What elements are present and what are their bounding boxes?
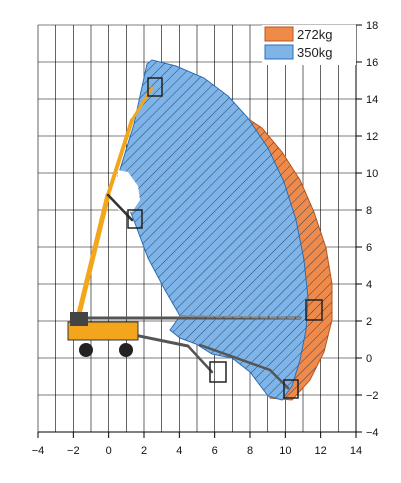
basket-horizontal bbox=[305, 299, 323, 321]
y-tick-label: 6 bbox=[366, 242, 372, 254]
envelope-350kg-hatch bbox=[118, 60, 308, 400]
y-tick-label: 0 bbox=[366, 353, 372, 365]
boom-lower-segment bbox=[75, 192, 111, 321]
legend-swatch-350kg bbox=[264, 44, 294, 60]
y-tick-label: 12 bbox=[366, 131, 378, 143]
x-tick-label: 2 bbox=[141, 445, 147, 457]
chassis-body bbox=[67, 321, 139, 341]
legend: 272kg 350kg bbox=[262, 25, 356, 65]
x-tick-label: −2 bbox=[67, 445, 80, 457]
x-tick-label: 4 bbox=[176, 445, 182, 457]
basket-down bbox=[209, 361, 227, 383]
basket-top bbox=[147, 77, 163, 97]
y-tick-label: −4 bbox=[366, 427, 379, 439]
x-tick-label: 10 bbox=[279, 445, 291, 457]
x-tick-label: 12 bbox=[315, 445, 327, 457]
x-tick-label: 0 bbox=[106, 445, 112, 457]
wheel-front bbox=[119, 343, 133, 357]
y-tick-label: −2 bbox=[366, 390, 379, 402]
envelope-inner-cut bbox=[118, 170, 140, 212]
axis-ticks: −4 −2 0 2 4 6 8 10 12 14 18 16 14 12 10 8 6 4 2 0 −2 −4 bbox=[32, 20, 379, 457]
y-tick-label: 14 bbox=[366, 94, 378, 106]
x-tick-label: −4 bbox=[32, 445, 45, 457]
boom-low-jib bbox=[268, 368, 290, 390]
basket-mid bbox=[127, 209, 143, 229]
basket-low bbox=[283, 379, 299, 399]
y-tick-label: 4 bbox=[366, 279, 372, 291]
x-tick-label: 14 bbox=[350, 445, 362, 457]
x-tick-label: 6 bbox=[212, 445, 218, 457]
legend-swatch-272kg bbox=[264, 26, 294, 42]
turret bbox=[70, 312, 88, 326]
x-tick-label: 8 bbox=[247, 445, 253, 457]
wheel-rear bbox=[79, 343, 93, 357]
boom-down-jib bbox=[186, 344, 214, 374]
y-tick-label: 18 bbox=[366, 20, 378, 32]
boom-horizontal-ext bbox=[179, 315, 301, 319]
boom-upper-segment bbox=[106, 118, 134, 197]
machine-boom-positions bbox=[67, 77, 323, 399]
y-tick-label: 2 bbox=[366, 316, 372, 328]
boom-low-arm bbox=[198, 343, 272, 372]
y-tick-label: 8 bbox=[366, 205, 372, 217]
y-tick-label: 10 bbox=[366, 168, 378, 180]
legend-label-350kg: 350kg bbox=[297, 45, 332, 60]
y-tick-label: 16 bbox=[366, 57, 378, 69]
legend-label-272kg: 272kg bbox=[297, 27, 332, 42]
